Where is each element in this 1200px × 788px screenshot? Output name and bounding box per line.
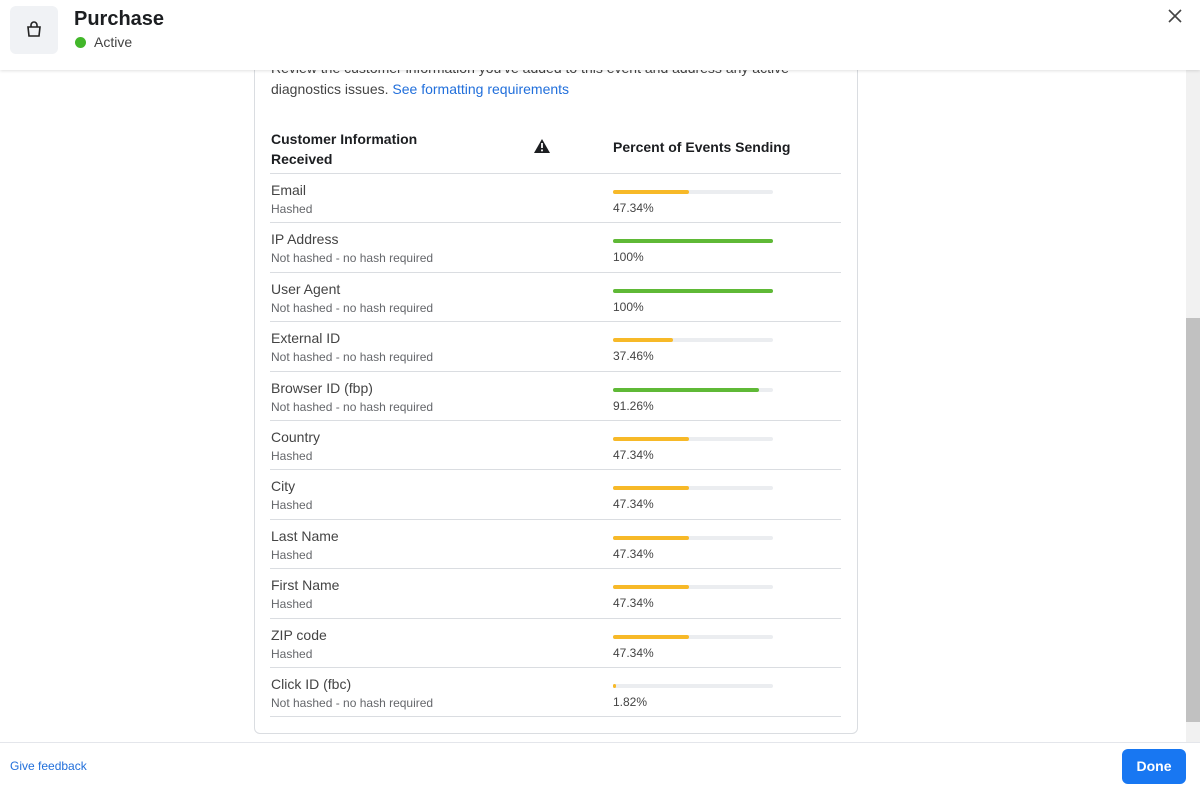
percent-bar xyxy=(613,288,773,293)
intro-text: diagnostics issues. xyxy=(271,81,389,97)
percent-label: 47.34% xyxy=(613,546,654,561)
percent-label: 47.34% xyxy=(613,201,654,215)
percent-bar xyxy=(613,684,616,688)
bar-track xyxy=(613,387,773,392)
percent-label: 47.34% xyxy=(613,645,654,660)
percent-bar xyxy=(613,486,689,491)
hash-status: Not hashed - no hash required xyxy=(271,696,434,710)
field-name: Click ID (fbc) xyxy=(271,676,352,692)
field-name: Country xyxy=(271,429,321,445)
field-name: Browser ID (fbp) xyxy=(271,379,373,396)
field-name: External ID xyxy=(271,330,341,347)
percent-bar xyxy=(613,437,689,441)
hash-status: Not hashed - no hash required xyxy=(271,251,434,266)
table-row: Email Hashed 47.34% xyxy=(270,173,841,223)
percent-bar xyxy=(613,585,689,590)
hash-status: Hashed xyxy=(271,597,313,612)
percent-label: 100% xyxy=(613,299,644,314)
close-button[interactable] xyxy=(1167,8,1183,24)
bar-track xyxy=(613,585,773,590)
bar-track xyxy=(613,239,773,244)
percent-label: 47.34% xyxy=(613,596,654,611)
feedback-link[interactable]: Give feedback xyxy=(10,759,87,773)
bar-track xyxy=(613,437,773,441)
percent-bar xyxy=(613,338,673,343)
table-row: Click ID (fbc) Not hashed - no hash requi… xyxy=(270,667,841,717)
warning-icon xyxy=(534,139,550,153)
intro-line2: diagnostics issues. See formatting requi… xyxy=(271,81,569,97)
field-name: First Name xyxy=(271,577,340,594)
scroll-thumb[interactable] xyxy=(1186,318,1200,722)
field-name: Email xyxy=(271,182,307,198)
table-row: ZIP code Hashed 47.34% xyxy=(270,617,841,668)
percent-label: 91.26% xyxy=(613,398,654,413)
table-row: External ID Not hashed - no hash required… xyxy=(270,321,841,371)
field-name: City xyxy=(271,478,296,495)
done-button[interactable]: Done xyxy=(1122,749,1186,784)
table-row: Browser ID (fbp) Not hashed - no hash req… xyxy=(270,370,841,421)
bar-track xyxy=(613,535,773,540)
percent-bar xyxy=(613,190,689,194)
bar-track xyxy=(613,288,773,293)
table-row: Last Name Hashed 47.34% xyxy=(270,518,841,569)
table-row: City Hashed 47.34% xyxy=(270,469,841,519)
column-header: Customer Information Received xyxy=(271,131,418,167)
percent-label: 47.34% xyxy=(613,448,654,462)
bar-track xyxy=(613,684,773,688)
percent-label: 100% xyxy=(613,250,644,265)
event-icon xyxy=(10,6,58,54)
footer xyxy=(0,742,1200,788)
field-name: User Agent xyxy=(271,280,341,297)
percent-bar xyxy=(613,387,760,392)
header: Purchase Active xyxy=(0,0,1200,70)
percent-label: 1.82% xyxy=(613,695,648,709)
hash-status: Hashed xyxy=(271,547,313,562)
hash-status: Hashed xyxy=(271,498,313,513)
bar-track xyxy=(613,486,773,491)
table-row: First Name Hashed 47.34% xyxy=(270,568,841,618)
hash-status: Not hashed - no hash required xyxy=(271,350,434,365)
table-row-end xyxy=(270,716,841,718)
field-name: Last Name xyxy=(271,527,339,544)
field-name: IP Address xyxy=(271,231,339,248)
table-row: IP Address Not hashed - no hash required 1… xyxy=(270,222,841,272)
percent-bar xyxy=(613,239,773,244)
hash-status: Not hashed - no hash required xyxy=(271,399,434,414)
table-row: Country Hashed 47.34% xyxy=(270,420,841,470)
title: Purchase xyxy=(74,8,165,30)
hash-status: Hashed xyxy=(271,449,313,463)
bar-track xyxy=(613,190,773,194)
field-name: ZIP code xyxy=(271,626,327,643)
status-dot xyxy=(75,37,86,48)
bar-track xyxy=(613,338,773,343)
hash-status: Hashed xyxy=(271,646,313,661)
percent-label: 47.34% xyxy=(613,497,654,512)
scrollbar[interactable] xyxy=(1186,70,1200,742)
bar-track xyxy=(613,634,773,639)
column-header: Percent of Events Sending xyxy=(613,139,791,155)
bag-icon xyxy=(27,21,41,37)
formatting-link[interactable]: See formatting requirements xyxy=(392,81,570,97)
hash-status: Not hashed - no hash required xyxy=(271,300,434,315)
percent-label: 37.46% xyxy=(613,349,654,364)
table-row: User Agent Not hashed - no hash required 1… xyxy=(270,271,841,322)
percent-bar xyxy=(613,634,689,639)
status: Active xyxy=(94,34,133,50)
percent-bar xyxy=(613,535,689,540)
hash-status: Hashed xyxy=(271,202,313,216)
